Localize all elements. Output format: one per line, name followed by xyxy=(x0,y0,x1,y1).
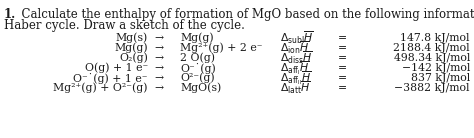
Text: 498.34 kJ/mol: 498.34 kJ/mol xyxy=(393,53,470,63)
Text: 2188.4 kJ/mol: 2188.4 kJ/mol xyxy=(393,43,470,53)
Text: Mg²⁺(g) + O²⁻(g): Mg²⁺(g) + O²⁻(g) xyxy=(54,83,148,93)
Text: =: = xyxy=(338,43,347,53)
Text: Haber cycle. Draw a sketch of the cycle.: Haber cycle. Draw a sketch of the cycle. xyxy=(4,19,245,32)
Text: =: = xyxy=(338,53,347,63)
Text: −3882 kJ/mol: −3882 kJ/mol xyxy=(394,83,470,93)
Text: $\Delta_\mathrm{aff_I}\overline{H}$: $\Delta_\mathrm{aff_I}\overline{H}$ xyxy=(280,59,310,77)
Text: →: → xyxy=(154,73,163,83)
Text: O²⁻(g): O²⁻(g) xyxy=(180,73,215,83)
Text: O⁻˙(g): O⁻˙(g) xyxy=(180,63,216,74)
Text: →: → xyxy=(154,63,163,73)
Text: =: = xyxy=(338,33,347,43)
Text: O₂(g): O₂(g) xyxy=(119,53,148,63)
Text: Mg(s): Mg(s) xyxy=(116,33,148,43)
Text: $\Delta_\mathrm{diss}\overline{H}$: $\Delta_\mathrm{diss}\overline{H}$ xyxy=(280,50,313,66)
Text: $\Delta_\mathrm{aff_{II}}\overline{H}$: $\Delta_\mathrm{aff_{II}}\overline{H}$ xyxy=(280,69,311,87)
Text: 837 kJ/mol: 837 kJ/mol xyxy=(411,73,470,83)
Text: =: = xyxy=(338,63,347,73)
Text: →: → xyxy=(154,83,163,93)
Text: Mg(g): Mg(g) xyxy=(114,43,148,53)
Text: $\Delta_\mathrm{ion}\overline{H}$: $\Delta_\mathrm{ion}\overline{H}$ xyxy=(280,40,310,56)
Text: MgO(s): MgO(s) xyxy=(180,83,221,93)
Text: →: → xyxy=(154,43,163,53)
Text: =: = xyxy=(338,73,347,83)
Text: 2 O(g): 2 O(g) xyxy=(180,53,215,63)
Text: Mg(g): Mg(g) xyxy=(180,33,214,43)
Text: $\Delta_\mathrm{subl}\overline{H}$: $\Delta_\mathrm{subl}\overline{H}$ xyxy=(280,30,314,46)
Text: O⁻˙(g) + 1 e⁻: O⁻˙(g) + 1 e⁻ xyxy=(73,72,148,83)
Text: →: → xyxy=(154,53,163,63)
Text: O(g) + 1 e⁻: O(g) + 1 e⁻ xyxy=(85,63,148,73)
Text: 147.8 kJ/mol: 147.8 kJ/mol xyxy=(401,33,470,43)
Text: Calculate the enthalpy of formation of MgO based on the following information us: Calculate the enthalpy of formation of M… xyxy=(14,8,474,21)
Text: →: → xyxy=(154,33,163,43)
Text: $\Delta_\mathrm{latt}\overline{H}$: $\Delta_\mathrm{latt}\overline{H}$ xyxy=(280,80,311,96)
Text: Mg²⁺(g) + 2 e⁻: Mg²⁺(g) + 2 e⁻ xyxy=(180,43,263,53)
Text: =: = xyxy=(338,83,347,93)
Text: 1.: 1. xyxy=(4,8,16,21)
Text: −142 kJ/mol: −142 kJ/mol xyxy=(401,63,470,73)
